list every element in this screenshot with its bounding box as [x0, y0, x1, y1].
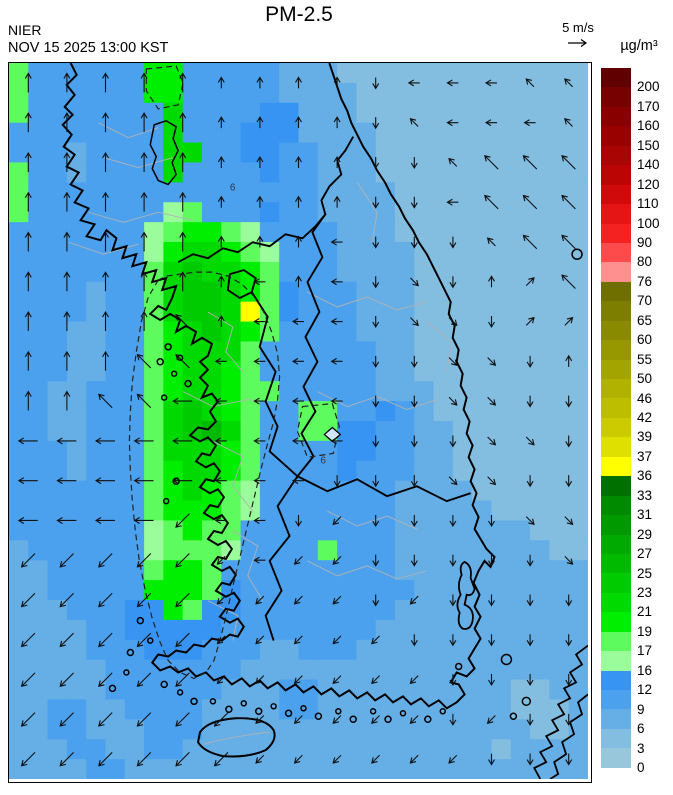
colorbar-tick-label: 70: [637, 293, 653, 309]
colorbar-segment: [601, 301, 631, 321]
colorbar-segment: [601, 515, 631, 535]
colorbar-tick-label: 76: [637, 273, 653, 289]
colorbar-tick-label: 100: [637, 215, 660, 231]
colorbar-tick-label: 46: [637, 390, 653, 406]
colorbar-segment: [601, 476, 631, 496]
seoul-boundary: [226, 269, 257, 300]
colorbar-segment: [601, 417, 631, 438]
forecast-map: 6 6: [8, 62, 592, 783]
colorbar-tick-label: 39: [637, 429, 653, 445]
colorbar-tick-label: 12: [637, 682, 653, 698]
colorbar-tick-label: 0: [637, 760, 645, 775]
colorbar-segment: [601, 242, 631, 263]
concentration-contours: [128, 65, 340, 680]
colorbar-tick-label: 36: [637, 468, 653, 484]
colorbar-tick-label: 160: [637, 118, 660, 134]
colorbar-segment: [601, 398, 631, 418]
district-boundaries: [68, 122, 453, 745]
korea-coastline: [61, 63, 496, 710]
colorbar-segment: [601, 748, 631, 768]
colorbar-segment: [601, 573, 631, 593]
colorbar-tick-label: 110: [637, 196, 659, 212]
wind-vector-field: [17, 72, 576, 767]
colorbar-tick-label: 29: [637, 526, 653, 542]
colorbar-segment: [601, 592, 631, 613]
org-label: NIER: [8, 22, 42, 38]
colorbar-tick-label: 37: [637, 448, 653, 464]
contour-value-label: 6: [230, 182, 236, 193]
colorbar: [601, 68, 631, 768]
colorbar-tick-label: 16: [637, 662, 653, 678]
colorbar-segment: [601, 553, 631, 574]
coastline: [61, 63, 588, 779]
colorbar-tick-label: 6: [637, 721, 645, 737]
nk-reservoir-outline: [149, 119, 179, 186]
colorbar-segment: [601, 631, 631, 652]
colorbar-segment: [601, 165, 631, 185]
colorbar-segment: [601, 223, 631, 243]
wind-reference-label: 5 m/s: [562, 20, 594, 35]
colorbar-segment: [601, 87, 631, 107]
colorbar-tick-label: 19: [637, 623, 653, 639]
colorbar-segment: [601, 670, 631, 690]
colorbar-segment: [601, 145, 631, 166]
datetime-label: NOV 15 2025 13:00 KST: [8, 40, 169, 56]
colorbar-segment: [601, 612, 631, 632]
colorbar-segment: [601, 495, 631, 516]
colorbar-tick-label: 17: [637, 643, 653, 659]
province-borders: [177, 136, 471, 641]
colorbar-tick-label: 65: [637, 312, 653, 328]
colorbar-tick-label: 60: [637, 332, 653, 348]
colorbar-tick-label: 21: [637, 604, 653, 620]
colorbar-tick-label: 23: [637, 585, 653, 600]
kyushu-coast-inner: [549, 693, 588, 779]
page-title: PM-2.5: [265, 3, 333, 26]
colorbar-tick-label: 31: [637, 507, 653, 523]
colorbar-segment: [601, 437, 631, 457]
colorbar-unit-label: µg/m³: [620, 38, 658, 54]
colorbar-segment: [601, 534, 631, 554]
small-islands: [108, 248, 583, 723]
colorbar-tick-label: 200: [637, 79, 660, 95]
colorbar-segment: [601, 709, 631, 729]
colorbar-tick-label: 150: [637, 137, 660, 153]
colorbar-segment: [601, 456, 631, 477]
colorbar-tick-label: 140: [637, 157, 660, 173]
colorbar-segment: [601, 651, 631, 671]
colorbar-segment: [601, 281, 631, 302]
colorbar-tick-label: 9: [637, 701, 645, 717]
colorbar-tick-label: 50: [637, 371, 653, 387]
contour-value-label: 6: [320, 455, 326, 466]
kyushu-coast: [533, 644, 588, 779]
colorbar-tick-label: 25: [637, 565, 653, 581]
colorbar-segment: [601, 184, 631, 205]
colorbar-segment: [601, 126, 631, 146]
colorbar-segment: [601, 68, 631, 88]
colorbar-tick-label: 80: [637, 254, 653, 270]
colorbar-tick-label: 42: [637, 410, 653, 425]
colorbar-tick-label: 170: [637, 98, 660, 114]
map-canvas: 6 6: [9, 63, 588, 779]
colorbar-tick-label: 120: [637, 176, 660, 192]
colorbar-tick-label: 27: [637, 546, 653, 562]
colorbar-segment: [601, 379, 631, 399]
colorbar-segment: [601, 728, 631, 749]
colorbar-segment: [601, 262, 631, 282]
colorbar-segment: [601, 204, 631, 224]
pm-concentration-grid: [9, 63, 588, 779]
wind-reference-arrow-icon: [568, 39, 588, 47]
colorbar-tick-label: 33: [637, 487, 653, 503]
jeju-island: [196, 717, 276, 758]
colorbar-tick-label: 3: [637, 740, 645, 756]
colorbar-segment: [601, 690, 631, 710]
colorbar-segment: [601, 106, 631, 127]
colorbar-tick-label: 55: [637, 351, 653, 367]
colorbar-segment: [601, 359, 631, 379]
colorbar-segment: [601, 320, 631, 341]
colorbar-segment: [601, 340, 631, 360]
tsushima-island: [456, 560, 476, 630]
dmz-border: [177, 136, 355, 264]
colorbar-tick-label: 90: [637, 235, 653, 250]
